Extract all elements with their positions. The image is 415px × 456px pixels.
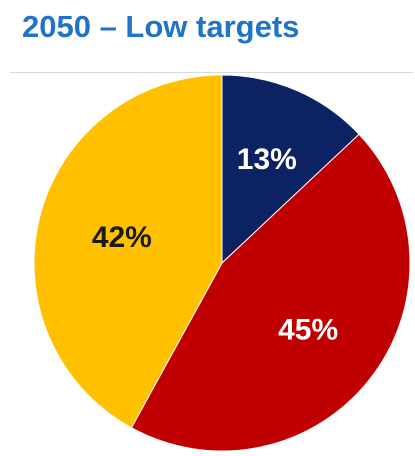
pie-label-2: 45% (278, 313, 338, 346)
chart-title: 2050 – Low targets (22, 9, 300, 44)
divider (10, 72, 413, 73)
pie-labels: 13% 45% 42% (92, 143, 338, 346)
pie-slices (33, 74, 411, 452)
pie-slice-3 (33, 74, 223, 429)
pie-label-1: 13% (237, 143, 297, 176)
pie-slice-1 (221, 74, 360, 265)
pie-slice-2 (130, 133, 411, 452)
pie-label-3: 42% (92, 221, 152, 254)
